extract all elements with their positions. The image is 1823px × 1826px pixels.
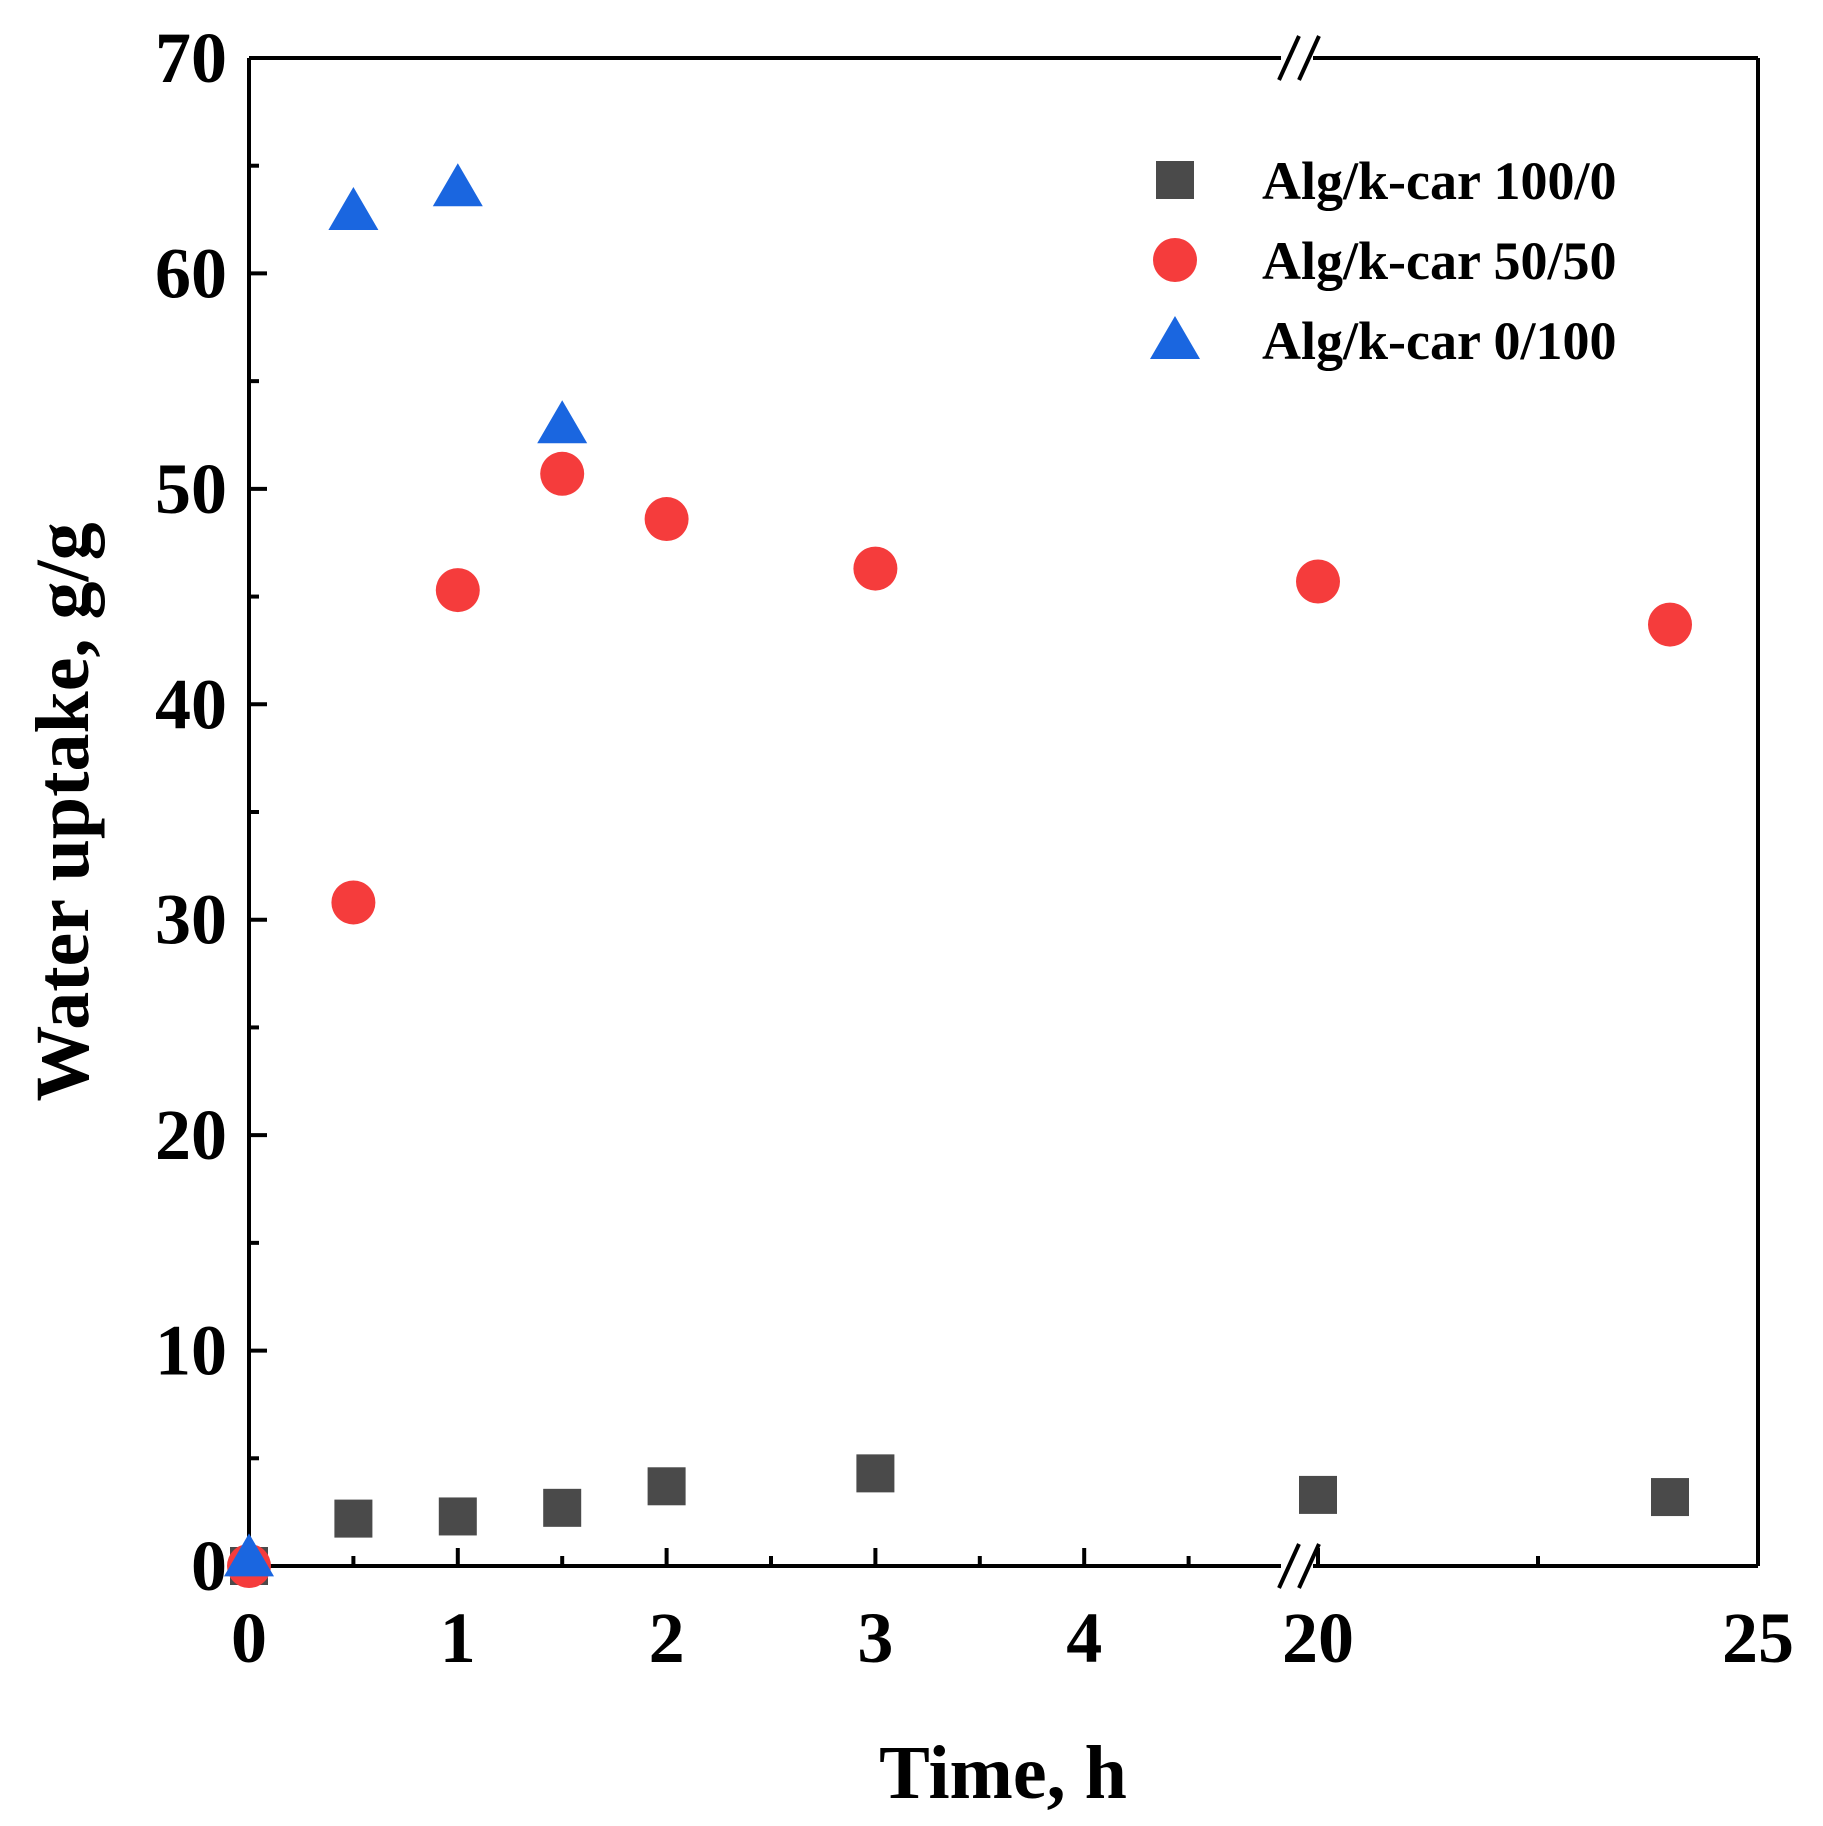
y-tick-label: 30: [155, 880, 227, 960]
circle-point: [435, 568, 480, 613]
triangle-point: [328, 186, 379, 230]
legend-marker-triangle: [1150, 316, 1200, 359]
circle-point: [644, 497, 689, 542]
x-tick-label: 25: [1722, 1598, 1794, 1678]
square-point: [543, 1488, 582, 1527]
x-tick-label: 2: [649, 1598, 685, 1678]
circle-point: [331, 880, 376, 925]
y-tick-label: 40: [155, 664, 227, 744]
plot-frame: [247, 35, 1760, 1589]
x-axis: 0 1 2 3 4 20 25: [231, 1548, 1794, 1678]
y-tick-label: 50: [155, 449, 227, 529]
square-point: [438, 1497, 477, 1536]
y-tick-label: 10: [155, 1311, 227, 1391]
legend: Alg/k-car 100/0 Alg/k-car 50/50 Alg/k-car …: [1150, 151, 1616, 371]
x-tick-label: 20: [1282, 1598, 1354, 1678]
x-tick-label: 4: [1066, 1598, 1102, 1678]
legend-marker-circle: [1153, 238, 1197, 282]
y-axis: 0 10 20 30 40 50 60 70: [155, 18, 267, 1606]
square-point: [1651, 1478, 1689, 1517]
circle-point: [1296, 559, 1340, 604]
legend-label: Alg/k-car 50/50: [1262, 231, 1616, 291]
y-tick-label: 20: [155, 1095, 227, 1175]
square-point: [647, 1467, 686, 1506]
triangle-point: [432, 163, 483, 207]
axis-break-bottom-slash-2: [1297, 1543, 1321, 1589]
y-axis-title: Water uptake, g/g: [21, 522, 105, 1101]
x-tick-label: 1: [440, 1598, 476, 1678]
y-tick-label: 0: [191, 1526, 227, 1606]
legend-label: Alg/k-car 0/100: [1262, 311, 1616, 371]
axis-break-top-slash-2: [1297, 35, 1321, 81]
x-tick-label: 0: [231, 1598, 267, 1678]
series-triangle: [224, 163, 588, 1577]
square-point: [856, 1454, 895, 1493]
series-circle: [227, 451, 1692, 1588]
data-markers: [224, 163, 1692, 1588]
square-point: [334, 1499, 373, 1538]
x-tick-label: 3: [857, 1598, 893, 1678]
triangle-point: [224, 1533, 274, 1577]
square-point: [1299, 1475, 1337, 1514]
axis-break-top-slash-1: [1277, 35, 1301, 81]
y-tick-label: 60: [155, 233, 227, 313]
triangle-point: [537, 400, 588, 444]
circle-point: [540, 451, 585, 496]
axis-break-bottom-slash-1: [1277, 1543, 1301, 1589]
legend-label: Alg/k-car 100/0: [1262, 151, 1616, 211]
circle-point: [1648, 602, 1692, 647]
x-axis-title: Time, h: [879, 1731, 1127, 1815]
circle-point: [853, 546, 898, 591]
y-tick-label: 70: [155, 18, 227, 98]
legend-marker-square: [1156, 161, 1194, 199]
